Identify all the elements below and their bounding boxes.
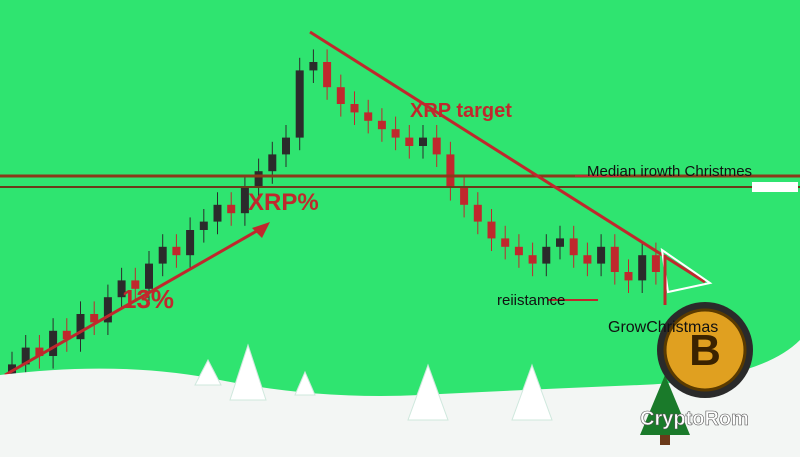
- snow: [0, 340, 800, 457]
- watermark: CryptoRom: [640, 408, 749, 430]
- candle-body: [460, 188, 469, 205]
- candle-body: [419, 137, 427, 146]
- candles: [8, 49, 660, 390]
- candle-body: [295, 70, 304, 138]
- arrow-head: [252, 222, 270, 238]
- candle-body: [227, 204, 236, 214]
- annotation: GrowChristmas: [608, 319, 718, 336]
- trend-line: [309, 30, 706, 284]
- candle-body: [172, 246, 181, 256]
- trees: [194, 343, 553, 421]
- candle-body: [117, 280, 126, 298]
- candle-body: [186, 230, 195, 256]
- candle-body: [405, 137, 414, 146]
- arrow-up: [4, 226, 263, 377]
- candle-body: [35, 347, 44, 356]
- candle-body: [446, 154, 455, 188]
- candle-body: [364, 112, 373, 121]
- candle-body: [131, 280, 140, 289]
- candle-body: [569, 238, 578, 256]
- candle-body: [254, 171, 263, 188]
- candle-body: [528, 255, 537, 264]
- bitcoin-logo: B: [657, 302, 753, 398]
- candle-body: [323, 62, 332, 88]
- candle-body: [391, 129, 400, 138]
- candle-body: [350, 104, 359, 113]
- candle-body: [268, 154, 277, 172]
- candle-body: [624, 272, 633, 281]
- svg-text:B: B: [689, 326, 721, 375]
- candle-body: [199, 221, 208, 230]
- candle-body: [240, 188, 249, 214]
- candle-body: [487, 221, 496, 239]
- candle-body: [501, 238, 510, 247]
- candle-body: [309, 62, 318, 71]
- annotation: XRP%: [248, 189, 319, 216]
- candle-body: [62, 330, 71, 340]
- annotation: reiistamce: [497, 292, 565, 309]
- candle-body: [377, 120, 386, 130]
- candle-body: [597, 246, 606, 264]
- price-tag: [752, 182, 798, 192]
- candle-body: [213, 204, 222, 222]
- candle-body: [103, 297, 112, 323]
- candle-body: [638, 255, 647, 281]
- candle-body: [90, 314, 99, 323]
- candle-body: [76, 314, 85, 340]
- candle-body: [282, 137, 290, 155]
- candle-body: [514, 246, 523, 256]
- candle-body: [21, 347, 30, 365]
- xmas-tree: [640, 375, 690, 445]
- annotation: Median irowth Christmes: [587, 163, 752, 180]
- annotation: XRP target: [410, 100, 512, 122]
- candle-body: [49, 330, 58, 356]
- candle-body: [556, 238, 564, 247]
- annotation: 13%: [122, 284, 174, 314]
- candle-body: [473, 204, 482, 222]
- candle-body: [432, 137, 441, 155]
- candle-body: [158, 246, 167, 264]
- candle-body: [610, 246, 619, 272]
- candle-body: [542, 246, 551, 264]
- candle-body: [145, 263, 153, 289]
- candle-body: [336, 87, 345, 104]
- candle-body: [583, 255, 592, 264]
- candle-body: [651, 255, 660, 272]
